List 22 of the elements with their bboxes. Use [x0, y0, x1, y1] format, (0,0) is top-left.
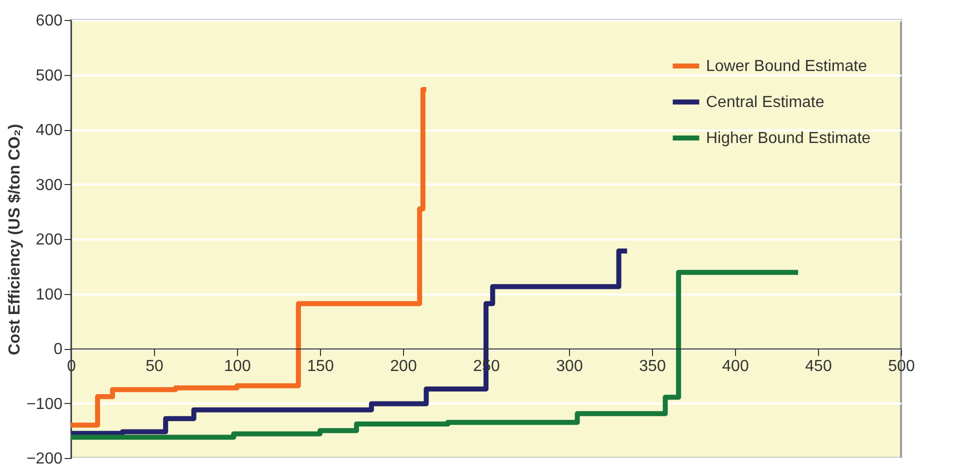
legend-label: Higher Bound Estimate [706, 130, 871, 147]
y-tick-label: 600 [36, 12, 63, 30]
x-tick-label: 50 [146, 358, 164, 375]
x-tick-label: 450 [805, 358, 832, 375]
y-tick-label: 400 [36, 122, 63, 139]
legend-label: Central Estimate [706, 94, 824, 111]
y-tick-label: −200 [26, 450, 63, 468]
x-tick-label: 100 [224, 358, 251, 375]
x-tick-label: 200 [390, 358, 417, 375]
y-axis-title: Cost Efficiency (US $/ton CO₂) [6, 124, 24, 356]
x-tick-label: 350 [639, 358, 666, 375]
y-tick-label: 500 [36, 67, 63, 84]
x-tick-label: 150 [307, 358, 334, 375]
x-tick-label: 500 [888, 358, 915, 375]
x-tick-label: 300 [556, 358, 583, 375]
y-tick-label: 100 [36, 286, 63, 304]
y-tick-label: 300 [36, 176, 63, 194]
y-tick-label: 200 [36, 232, 63, 248]
x-tick-label: 400 [722, 358, 749, 375]
y-tick-label: 0 [54, 341, 63, 358]
legend-label: Lower Bound Estimate [706, 58, 868, 75]
y-tick-label: −100 [26, 396, 63, 413]
